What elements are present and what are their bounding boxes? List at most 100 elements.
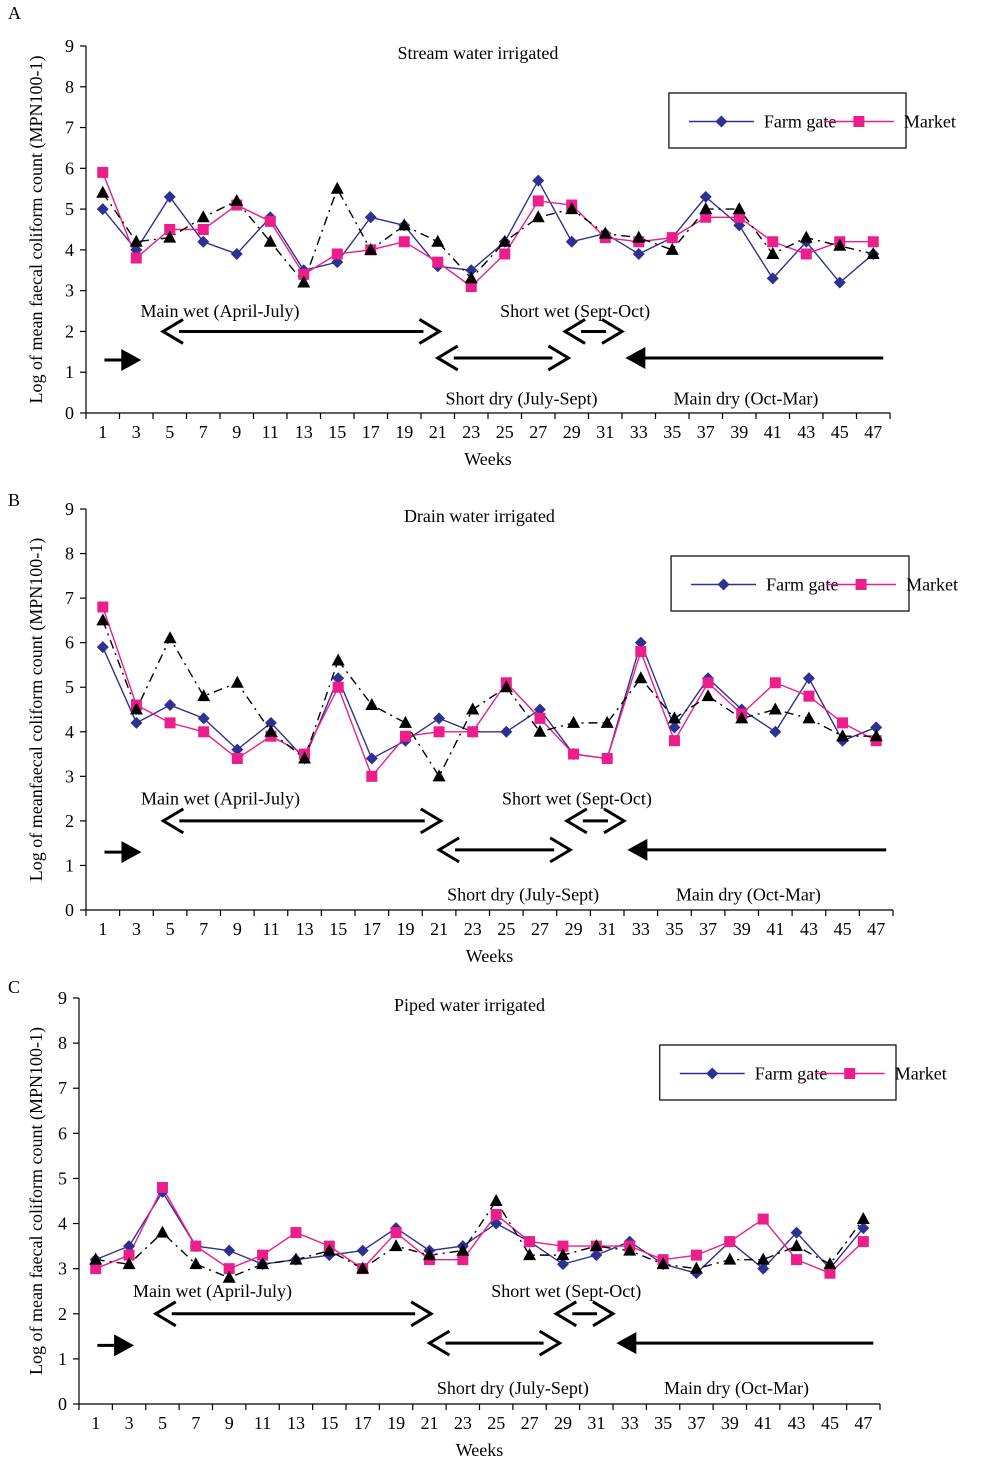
x-tick-label: 7 <box>191 1413 200 1433</box>
farm-gate-marker <box>123 1240 136 1253</box>
farm-gate-marker <box>565 235 578 248</box>
farm-gate-marker <box>164 699 177 712</box>
retail-marker <box>623 1243 637 1256</box>
market-marker <box>366 770 378 782</box>
x-tick-label: 21 <box>420 1413 438 1433</box>
short-dry-arrow-right-head <box>538 1329 563 1357</box>
retail-marker <box>556 1248 570 1261</box>
x-tick-label: 7 <box>199 422 208 442</box>
retail-marker <box>799 230 813 243</box>
main-wet-arrow-right-head <box>410 1300 435 1328</box>
x-tick-label: 37 <box>697 422 715 442</box>
main-wet-arrow-left-head <box>160 318 184 345</box>
annotation-main-dry: Main dry (Oct-Mar) <box>664 1378 809 1399</box>
x-tick-label: 29 <box>554 1413 572 1433</box>
y-tick-label: 1 <box>65 362 74 382</box>
x-tick-label: 1 <box>98 422 107 442</box>
retail-marker <box>565 202 579 215</box>
annotation-main-wet: Main wet (April-July) <box>141 301 300 322</box>
x-tick-label: 35 <box>665 919 683 939</box>
x-tick-label: 43 <box>800 919 818 939</box>
main-wet-arrow-right-head <box>418 318 443 345</box>
market-marker <box>264 215 276 227</box>
legend-label: Farm gate <box>764 112 836 132</box>
farm-gate-marker <box>857 1222 870 1235</box>
market-marker <box>432 256 444 268</box>
market-marker <box>290 1227 302 1239</box>
retail-marker <box>523 1248 537 1261</box>
legend-box <box>659 1044 897 1101</box>
market-marker <box>465 281 477 293</box>
y-tick-label: 3 <box>65 766 74 786</box>
x-tick-label: 25 <box>496 422 514 442</box>
market-marker <box>130 252 142 264</box>
market-marker <box>190 1240 202 1252</box>
retail-marker <box>466 702 480 715</box>
retail-marker <box>634 671 648 684</box>
y-tick-label: 5 <box>58 1168 67 1188</box>
market-marker <box>800 248 812 260</box>
retail-marker <box>723 1252 737 1265</box>
x-tick-label: 15 <box>320 1413 338 1433</box>
market-marker <box>757 1213 769 1225</box>
retail-marker <box>464 271 478 284</box>
retail-marker <box>598 226 612 239</box>
x-tick-label: 39 <box>721 1413 739 1433</box>
market-marker <box>666 232 678 244</box>
chart-title: Piped water irrigated <box>394 995 545 1015</box>
x-tick-label: 17 <box>362 422 380 442</box>
main-dry-arrow-head <box>616 1332 637 1355</box>
legend-label: Market <box>906 575 958 595</box>
chart-title: Drain water irrigated <box>404 506 555 526</box>
farm-gate-marker <box>757 1262 770 1275</box>
farm-gate-marker <box>668 721 681 734</box>
market-marker <box>123 1249 135 1261</box>
x-axis-label: Weeks <box>456 1440 504 1460</box>
retail-marker <box>331 653 345 666</box>
retail-series-line <box>95 1199 864 1279</box>
market-marker <box>331 248 343 260</box>
retail-marker <box>364 242 378 255</box>
season-start-arrow-head <box>114 1334 135 1357</box>
market-marker <box>156 1181 168 1193</box>
x-tick-label: 23 <box>462 422 480 442</box>
season-start-arrow-head <box>121 841 142 864</box>
retail-marker <box>756 1252 770 1265</box>
retail-marker <box>230 675 244 688</box>
farm-gate-marker <box>230 247 243 260</box>
y-tick-label: 1 <box>65 855 74 875</box>
retail-marker <box>129 234 143 247</box>
farm-gate-marker <box>769 725 782 738</box>
y-tick-label: 5 <box>65 199 74 219</box>
x-tick-label: 41 <box>764 422 782 442</box>
farm-gate-series-line <box>102 640 877 760</box>
market-series-line <box>102 172 874 288</box>
x-tick-label: 27 <box>529 422 547 442</box>
retail-marker <box>298 751 312 764</box>
market-marker <box>499 248 511 260</box>
retail-marker <box>600 715 614 728</box>
farm-gate-marker <box>766 272 779 285</box>
farm-gate-marker <box>365 752 378 765</box>
retail-marker <box>163 631 177 644</box>
farm-gate-marker <box>556 1258 569 1271</box>
annotation-main-wet: Main wet (April-July) <box>141 789 300 810</box>
y-tick-label: 2 <box>65 321 74 341</box>
y-tick-label: 0 <box>65 900 74 920</box>
retail-marker <box>196 210 210 223</box>
x-tick-label: 9 <box>233 919 242 939</box>
market-marker <box>837 717 849 729</box>
x-tick-label: 29 <box>565 919 583 939</box>
y-tick-label: 1 <box>58 1349 67 1369</box>
retail-marker <box>89 1252 103 1265</box>
main-wet-arrow-left-head <box>160 807 185 835</box>
x-tick-label: 15 <box>329 919 347 939</box>
farm-gate-marker <box>332 672 345 685</box>
x-tick-label: 29 <box>563 422 581 442</box>
annotation-short-wet: Short wet (Sept-Oct) <box>502 789 652 810</box>
y-tick-label: 9 <box>58 988 67 1008</box>
x-tick-label: 13 <box>295 422 313 442</box>
farm-gate-marker <box>96 203 109 216</box>
retail-marker <box>732 202 746 215</box>
y-tick-label: 7 <box>65 118 74 138</box>
